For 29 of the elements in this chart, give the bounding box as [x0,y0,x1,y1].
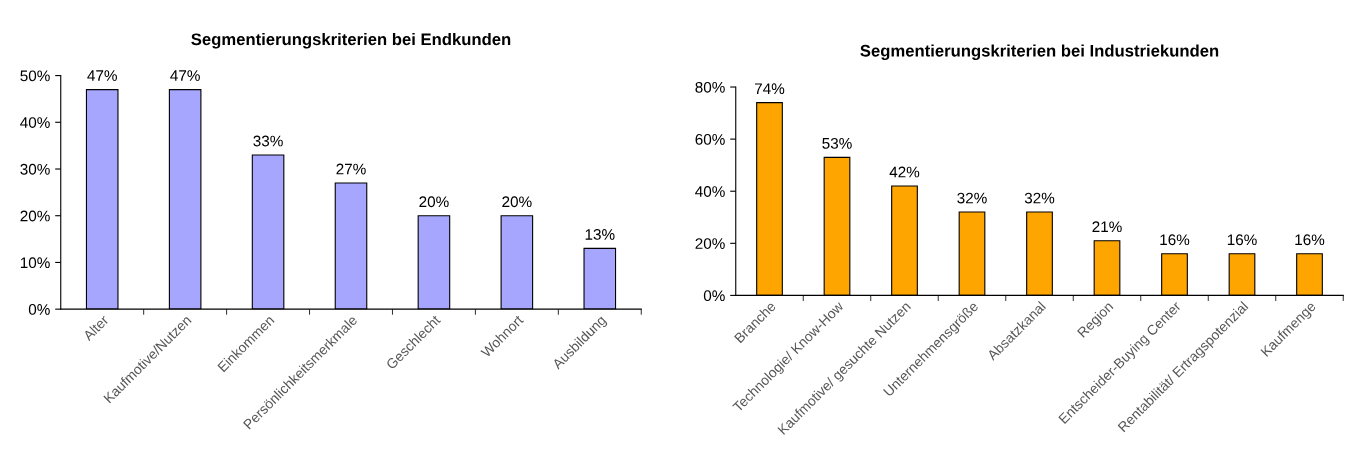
y-tick-label: 30% [20,163,50,175]
chart-title: Segmentierungskriterien bei Industriekunden [860,44,1219,60]
data-label: 20% [419,196,449,208]
data-label: 42% [889,166,920,178]
y-tick-label: 10% [20,257,50,269]
y-tick-label: 20% [20,210,50,222]
y-tick-label: 40% [695,186,725,197]
y-tick-label: 20% [695,238,725,249]
chart-title: Segmentierungskriterien bei Endkunden [191,32,511,49]
data-label: 13% [585,229,615,240]
data-label: 21% [1092,221,1122,233]
data-label: 74% [754,83,785,95]
data-label: 47% [170,70,200,81]
data-label: 27% [336,163,366,175]
data-label: 16% [1227,234,1257,246]
data-label: 47% [87,70,117,81]
y-tick-label: 0% [703,290,725,302]
y-tick-label: 0% [28,304,50,315]
y-tick-label: 50% [20,70,50,82]
data-label: 53% [822,137,852,149]
data-label: 20% [502,196,532,208]
y-tick-label: 80% [695,81,725,93]
data-label: 16% [1160,234,1190,246]
y-tick-label: 60% [695,133,725,145]
data-label: 32% [1024,192,1055,204]
data-label: 33% [253,135,283,147]
data-label: 32% [957,192,987,204]
y-tick-label: 40% [20,117,50,128]
data-label: 16% [1295,234,1325,246]
